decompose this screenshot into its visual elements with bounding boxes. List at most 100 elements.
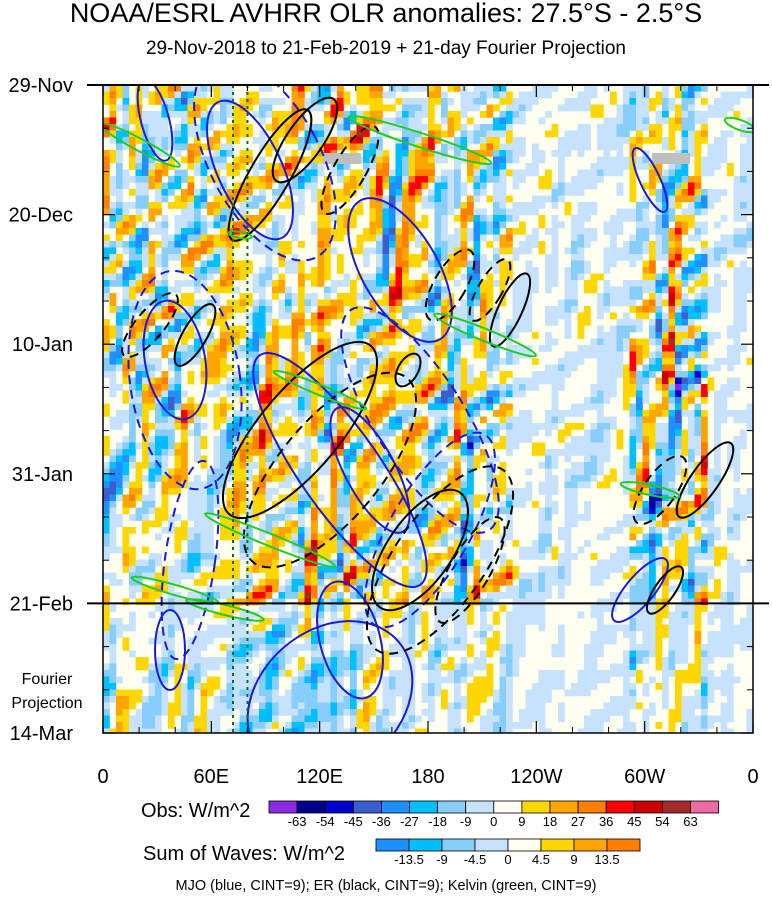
olr-anomaly-cell [441,267,448,274]
olr-anomaly-cell [129,260,136,268]
olr-anomaly-cell [129,247,136,255]
olr-anomaly-cell [135,319,143,326]
olr-anomaly-cell [265,215,273,222]
olr-anomaly-cell [174,371,182,378]
olr-anomaly-cell [519,345,526,352]
olr-anomaly-cell [447,442,455,450]
olr-anomaly-cell [246,520,253,528]
olr-anomaly-cell [337,293,344,300]
olr-anomaly-cell [122,338,130,346]
olr-anomaly-cell [220,520,227,528]
olr-anomaly-cell [545,319,552,326]
olr-anomaly-cell [473,494,481,502]
olr-anomaly-cell [681,104,689,112]
olr-anomaly-cell [746,234,753,242]
olr-anomaly-cell [545,462,552,469]
olr-anomaly-cell [233,111,240,118]
olr-anomaly-cell [259,176,266,183]
olr-anomaly-cell [421,475,429,482]
olr-anomaly-cell [506,111,513,118]
olr-anomaly-cell [324,221,331,229]
olr-anomaly-cell [545,514,552,521]
olr-anomaly-cell [246,371,253,378]
olr-anomaly-cell [460,124,468,131]
olr-anomaly-cell [148,163,156,170]
olr-anomaly-cell [382,241,390,248]
olr-anomaly-cell [174,345,182,352]
olr-anomaly-cell [642,507,650,515]
olr-anomaly-cell [421,488,429,495]
olr-anomaly-cell [317,468,325,476]
olr-anomaly-cell [441,182,448,190]
olr-anomaly-cell [343,449,351,456]
olr-anomaly-cell [590,182,598,190]
olr-anomaly-cell [213,195,221,203]
olr-anomaly-cell [506,228,513,235]
olr-anomaly-cell [434,351,442,359]
olr-anomaly-cell [116,338,123,346]
olr-anomaly-cell [564,358,572,365]
olr-anomaly-cell [447,98,455,105]
olr-anomaly-cell [733,501,741,508]
olr-anomaly-cell [512,494,520,502]
olr-anomaly-cell [330,455,338,463]
olr-anomaly-cell [681,273,689,281]
olr-anomaly-cell [597,390,604,398]
olr-anomaly-cell [675,332,682,339]
olr-anomaly-cell [616,221,624,229]
olr-anomaly-cell [246,98,253,105]
olr-anomaly-cell [421,390,429,398]
olr-anomaly-cell [506,124,513,131]
olr-anomaly-cell [584,228,591,235]
olr-anomaly-cell [694,494,702,502]
olr-anomaly-cell [597,449,604,456]
olr-anomaly-cell [220,364,227,372]
olr-anomaly-cell [402,377,409,385]
olr-anomaly-cell [603,85,611,92]
olr-anomaly-cell [161,423,169,430]
olr-anomaly-cell [603,358,611,365]
olr-anomaly-cell [311,91,318,99]
olr-anomaly-cell [330,137,338,144]
olr-anomaly-cell [616,364,624,372]
olr-anomaly-cell [623,312,630,320]
olr-anomaly-cell [298,520,305,528]
olr-anomaly-cell [447,182,455,190]
olr-anomaly-cell [161,332,169,339]
olr-anomaly-cell [714,358,721,365]
olr-anomaly-cell [382,423,390,430]
olr-anomaly-cell [707,384,715,391]
olr-anomaly-cell [213,260,221,268]
olr-anomaly-cell [129,189,136,196]
olr-anomaly-cell [129,488,136,495]
olr-anomaly-cell [142,182,149,190]
olr-anomaly-cell [220,195,227,203]
olr-anomaly-cell [278,312,286,320]
olr-anomaly-cell [174,423,182,430]
olr-anomaly-cell [740,299,747,307]
olr-anomaly-cell [363,325,370,333]
olr-anomaly-cell [506,215,513,222]
olr-anomaly-cell [291,358,299,365]
olr-anomaly-cell [233,390,240,398]
olr-anomaly-cell [239,150,247,157]
olr-anomaly-cell [415,514,422,521]
olr-anomaly-cell [109,104,117,112]
olr-anomaly-cell [512,384,520,391]
olr-anomaly-cell [382,176,390,183]
olr-anomaly-cell [356,247,364,255]
olr-anomaly-cell [129,286,136,294]
olr-anomaly-cell [727,442,734,450]
olr-anomaly-cell [142,169,149,177]
olr-anomaly-cell [538,377,546,385]
olr-anomaly-cell [460,384,468,391]
olr-anomaly-cell [181,390,188,398]
olr-anomaly-cell [376,416,383,424]
olr-anomaly-cell [668,455,676,463]
olr-anomaly-cell [454,111,461,118]
olr-anomaly-cell [694,410,702,417]
olr-anomaly-cell [207,221,214,229]
olr-anomaly-cell [382,299,390,307]
olr-anomaly-cell [506,403,513,411]
olr-anomaly-cell [350,449,357,456]
